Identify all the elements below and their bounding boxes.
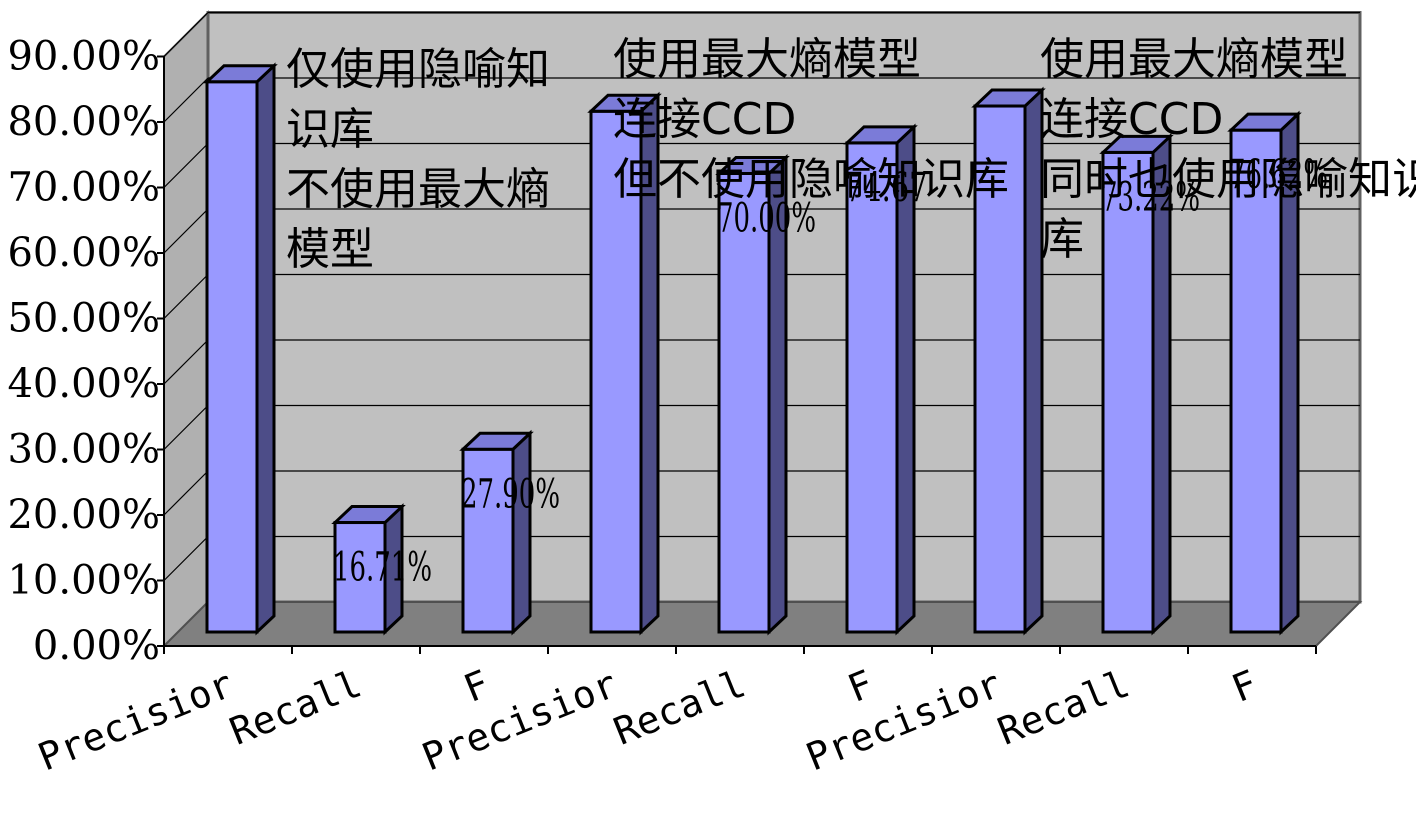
- data-label: 73.22%: [1101, 174, 1200, 220]
- data-labels: 16.71% 27.90% 70.00% 74.67 73.22% 76.62%: [333, 152, 1328, 590]
- gridline-side: [163, 143, 209, 188]
- bar-front: [205, 80, 259, 634]
- y-tick-label: 40.00%: [7, 361, 160, 407]
- annotation-line: 使用最大熵模型: [613, 34, 921, 85]
- x-category-label: F: [842, 662, 880, 711]
- bar-top: [1227, 112, 1302, 132]
- annotation-line: 库: [1040, 214, 1084, 265]
- gridline-side: [163, 77, 209, 123]
- bar-front: [589, 109, 643, 634]
- y-tick-label: 30.00%: [7, 427, 160, 473]
- bar: [331, 503, 406, 636]
- gridline-side: [163, 405, 209, 450]
- annotation-line: 仅使用隐喻知: [286, 44, 550, 95]
- annotation-line: 同时也使用隐喻知识: [1040, 154, 1416, 205]
- y-tick-label: 70.00%: [7, 165, 160, 211]
- gridline-side: [163, 12, 209, 57]
- bar-top: [331, 505, 406, 525]
- bar-side: [255, 62, 276, 636]
- x-category-label: Recall: [224, 662, 368, 754]
- gridline-side: [163, 339, 209, 385]
- bar-front: [717, 172, 771, 634]
- bar-top: [843, 125, 918, 145]
- x-category-label: F: [1226, 662, 1264, 711]
- bar-top: [971, 88, 1046, 108]
- y-tick-label: 10.00%: [7, 558, 160, 604]
- y-tick-label: 0.00%: [33, 623, 160, 669]
- bar-front: [1229, 128, 1283, 634]
- gridline-side: [163, 208, 209, 254]
- y-tick-label: 90.00%: [7, 34, 160, 80]
- bar: [587, 91, 662, 636]
- annotation-line: 不使用最大熵: [286, 164, 550, 215]
- side-wall: [163, 10, 209, 649]
- bar: [1227, 110, 1302, 636]
- annotation-line: 识库: [286, 104, 374, 155]
- x-category-label: F: [458, 662, 496, 711]
- bar: [203, 62, 278, 636]
- data-label: 74.67: [845, 165, 928, 211]
- x-category-label: Precisior: [800, 662, 1007, 780]
- x-category-label: Precisior: [32, 662, 239, 780]
- gridline-side: [163, 274, 209, 319]
- y-axis-tick-labels: 0.00% 10.00% 20.00% 30.00% 40.00% 50.00% 60.00…: [7, 34, 160, 670]
- bar: [971, 86, 1046, 636]
- bar: [715, 154, 790, 636]
- bar: [459, 429, 534, 636]
- bar-top: [1099, 134, 1174, 154]
- y-tick-label: 60.00%: [7, 230, 160, 276]
- annotation-line: 模型: [286, 224, 374, 275]
- x-category-label: Precisior: [416, 662, 623, 780]
- y-tick-label: 80.00%: [7, 99, 160, 145]
- bar-front: [973, 104, 1027, 634]
- bar-side: [511, 429, 532, 636]
- annotation-line: 连接CCD: [613, 94, 796, 145]
- gridline-side: [163, 536, 209, 581]
- bar: [1099, 132, 1174, 636]
- bar-front: [1101, 150, 1155, 634]
- gridline-side: [163, 470, 209, 516]
- x-category-label: Recall: [608, 662, 752, 754]
- bar-top: [203, 64, 278, 84]
- data-label: 16.71%: [333, 545, 432, 591]
- data-label: 76.62%: [1229, 152, 1328, 198]
- bar-top: [459, 431, 534, 451]
- annotation-line: 使用最大熵模型: [1040, 34, 1348, 85]
- annotation-line: 但不使用隐喻知识库: [613, 154, 1009, 205]
- y-tick-label: 20.00%: [7, 492, 160, 538]
- y-tick-label: 50.00%: [7, 296, 160, 342]
- bar-top: [715, 156, 790, 175]
- annotations: 仅使用隐喻知识库不使用最大熵模型使用最大熵模型连接CCD但不使用隐喻知识库使用最…: [286, 34, 1416, 275]
- data-label: 27.90%: [461, 471, 560, 517]
- x-category-label: Recall: [992, 662, 1136, 754]
- annotation-line: 连接CCD: [1040, 94, 1223, 145]
- data-label: 70.00%: [717, 196, 816, 242]
- bar-top: [587, 93, 662, 113]
- bars: [203, 62, 1302, 636]
- bar-front: [845, 141, 899, 634]
- bar: [843, 123, 918, 636]
